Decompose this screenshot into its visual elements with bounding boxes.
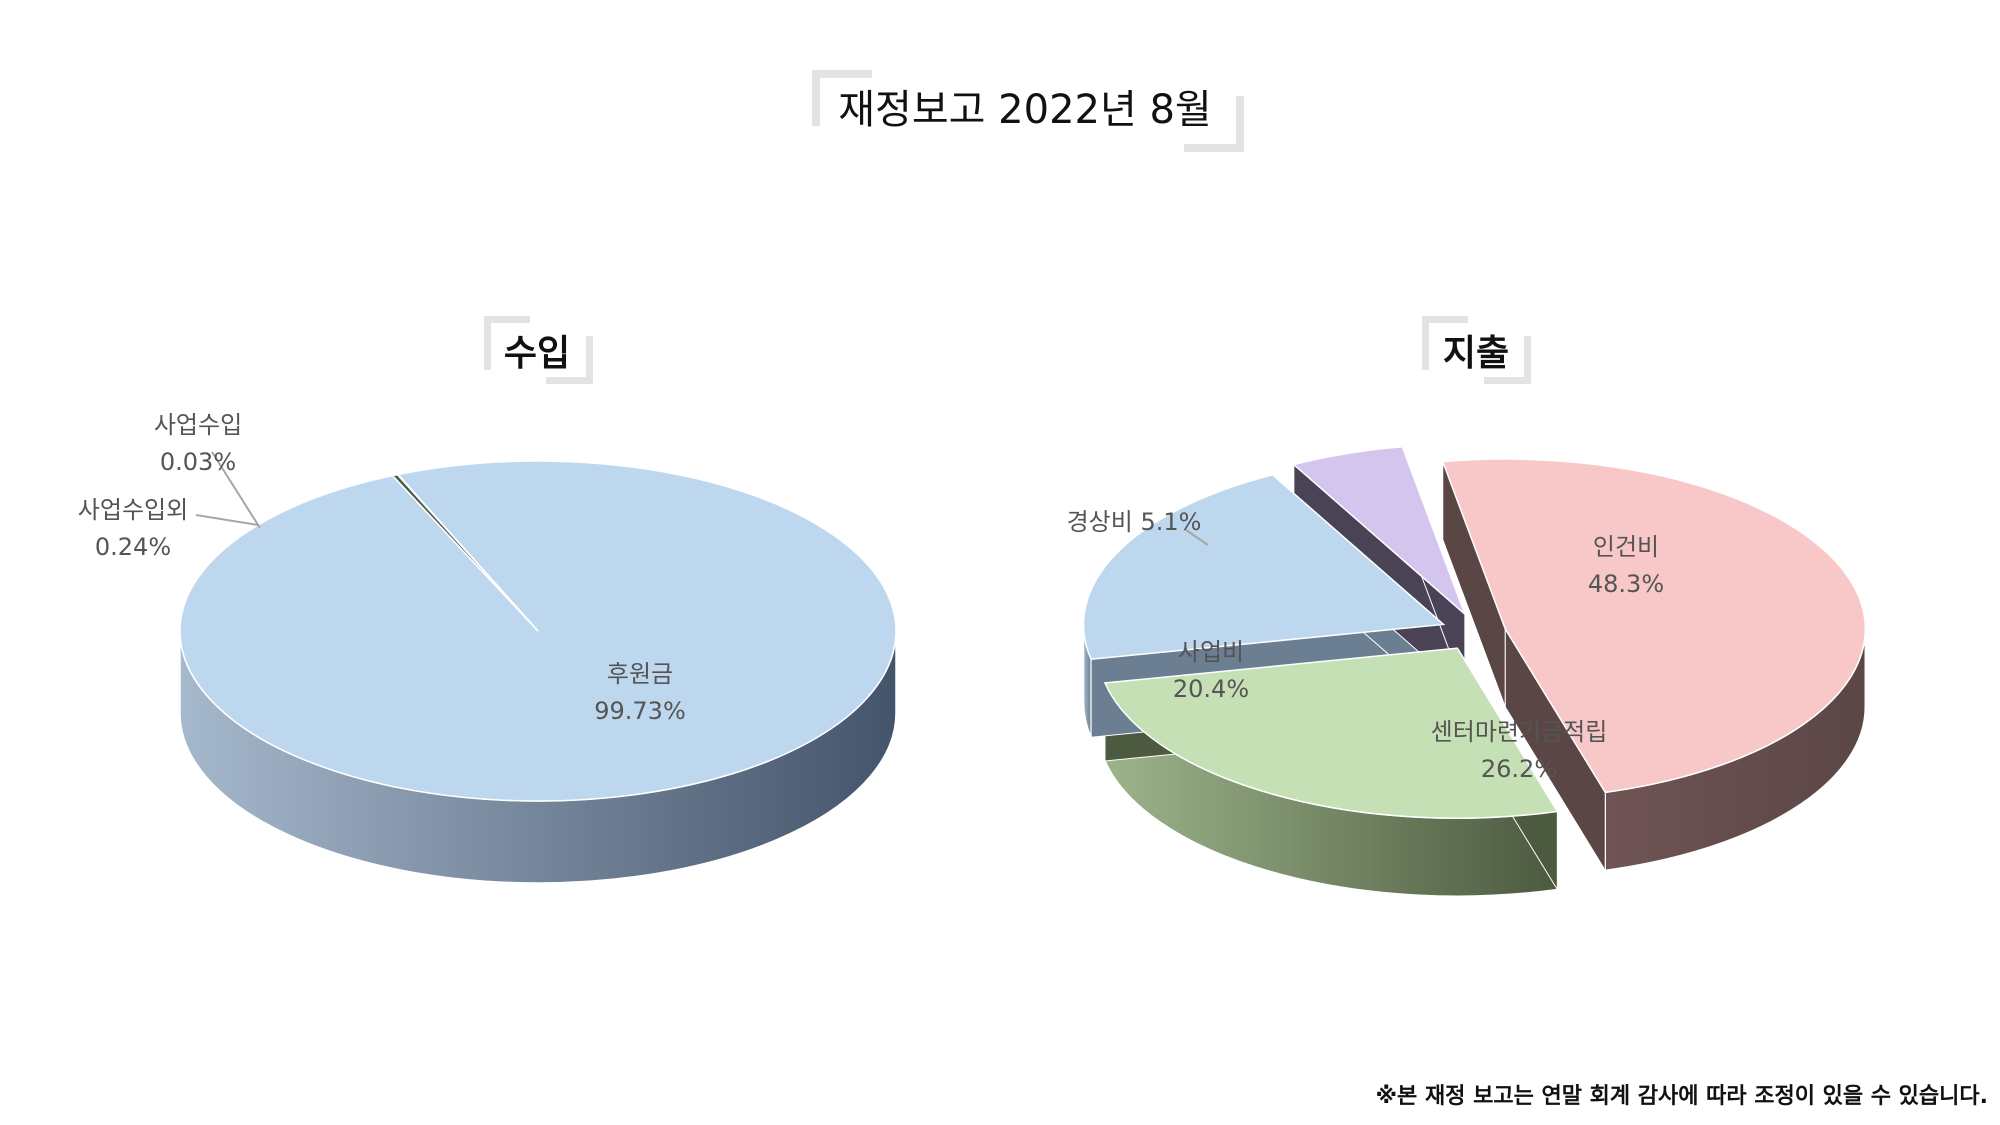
expense-value-centerfund: 26.2% [1481, 755, 1557, 783]
expense-top-slice-3 [1292, 445, 1466, 615]
income-value-huwongeum: 99.73% [594, 697, 686, 725]
income-label-huwongeum: 후원금 [607, 660, 673, 688]
expense-top-slice-1 [1103, 647, 1559, 819]
income-top-slice-0 [179, 460, 897, 802]
expense-label-centerfund: 센터마련기금적립 [1431, 718, 1608, 746]
expense-top-slice-0 [1441, 458, 1867, 794]
expense-title-corner-bottom-right [1484, 336, 1531, 384]
income-value-sajeopsuip: 0.03% [160, 448, 236, 476]
title-corner-bottom-right [1184, 96, 1244, 152]
expense-label-gyeongsangbi-space [1133, 508, 1141, 536]
income-label-sajeopsuipoe: 사업수입외 [78, 496, 188, 524]
expense-slices [1082, 445, 1867, 897]
page-title: 재정보고 2022년 8월 [838, 87, 1211, 133]
expense-pie-chart: 지출 인건비 48.3% 센터마련기금적립 26.2% 사업비 20.4% 경상… [1067, 316, 1867, 897]
expense-label-gyeongsangbi: 경상비 5.1% [1067, 508, 1202, 536]
expense-top-slice-2 [1082, 474, 1446, 661]
title-corner-top-left [812, 70, 872, 126]
expense-title-corner-top-left [1422, 316, 1468, 370]
income-label-sajeopsuip: 사업수입 [154, 411, 242, 439]
income-title-corner-bottom-right [546, 336, 593, 384]
income-top-slice-2 [396, 473, 539, 632]
expense-label-saeopbi: 사업비 [1178, 638, 1244, 666]
income-leader-line-sajeopsuipoe [195, 514, 259, 526]
income-slices [179, 460, 897, 884]
expense-label-gyeongsangbi-name: 경상비 [1067, 508, 1133, 536]
title-frame: 재정보고 2022년 8월 [812, 70, 1244, 152]
income-value-sajeopsuipoe: 0.24% [95, 533, 171, 561]
expense-leader-line-gyeongsangbi [1185, 529, 1209, 546]
footnote: ※본 재정 보고는 연말 회계 감사에 따라 조정이 있을 수 있습니다. [1376, 1084, 1988, 1109]
expense-label-gyeongsangbi-value: 5.1% [1140, 508, 1201, 536]
income-pie-chart: 수입 사업수입 0.03% 사업수입외 0.24% 후원금 99.73% [78, 316, 897, 884]
expense-chart-title: 지출 [1443, 333, 1509, 374]
income-leader-line-sajeopsuip [211, 451, 261, 529]
expense-value-saeopbi: 20.4% [1173, 675, 1249, 703]
income-title-corner-top-left [484, 316, 530, 370]
expense-value-ingeonbi: 48.3% [1588, 570, 1664, 598]
expense-label-ingeonbi: 인건비 [1593, 533, 1659, 561]
income-chart-title: 수입 [504, 333, 570, 374]
